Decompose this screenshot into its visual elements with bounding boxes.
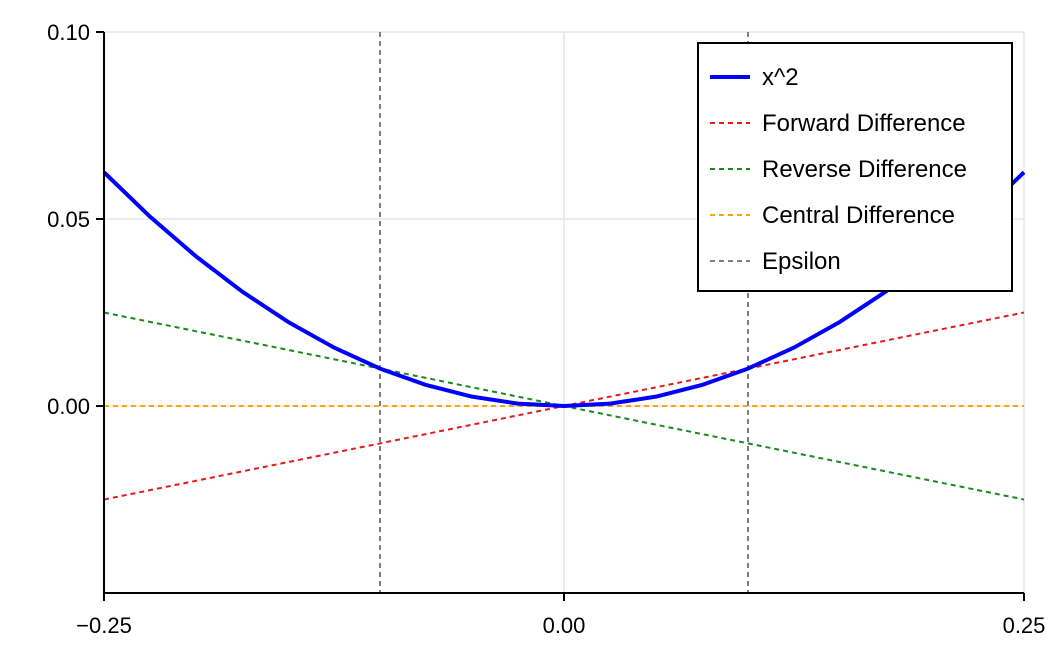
y-tick-label: 0.00 xyxy=(47,394,90,419)
y-tick-label: 0.05 xyxy=(47,207,90,232)
legend-label: Forward Difference xyxy=(762,110,966,137)
series-line-x-2 xyxy=(102,170,1026,408)
legend-label: Central Difference xyxy=(762,202,955,229)
axes-layer: 0.00 0.05 0.10 −0.25 0.00 0.25 xyxy=(47,20,1045,638)
legend: x^2 Forward Difference Reverse Difference C… xyxy=(697,42,1013,292)
y-tick-label: 0.10 xyxy=(47,20,90,45)
legend-label: Epsilon xyxy=(762,248,841,275)
legend-label: Reverse Difference xyxy=(762,156,967,183)
legend-box xyxy=(697,42,1013,292)
x-tick-label: 0.00 xyxy=(543,613,586,638)
x-tick-label: 0.25 xyxy=(1003,613,1046,638)
series-layer xyxy=(102,32,1026,593)
x-tick-label: −0.25 xyxy=(76,613,132,638)
legend-label: x^2 xyxy=(762,64,799,91)
